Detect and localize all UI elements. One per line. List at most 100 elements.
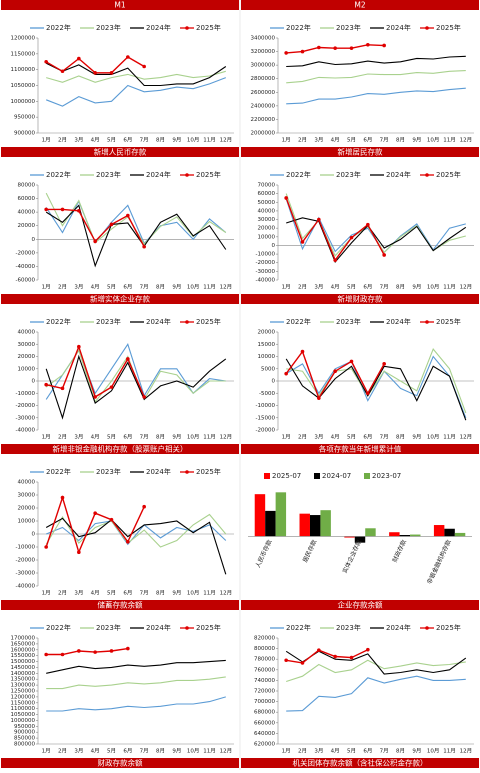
legend-marker: [425, 320, 429, 324]
series-line: [46, 696, 226, 712]
y-tick-label: 30000: [18, 493, 36, 499]
legend-label: 2024-07: [322, 472, 351, 480]
bar: [309, 515, 321, 537]
y-tick-label: 0: [32, 532, 36, 538]
legend-marker: [425, 626, 429, 630]
x-tick-label: 3月: [314, 284, 323, 291]
series-line: [286, 87, 466, 105]
x-tick-label: 1月: [42, 137, 51, 144]
x-tick-label: 5月: [347, 748, 356, 755]
series-marker: [317, 648, 321, 652]
x-tick-label: 11月: [203, 137, 216, 144]
y-tick-label: 40000: [18, 330, 36, 336]
x-tick-label: 9月: [172, 284, 181, 291]
x-tick-label: 5月: [107, 748, 116, 755]
x-tick-label: 4月: [91, 137, 100, 144]
y-tick-label: -10000: [16, 391, 36, 397]
x-tick-label: 11月: [443, 748, 456, 755]
series-marker: [284, 51, 288, 55]
series-marker: [142, 504, 146, 509]
y-tick-label: -20000: [16, 403, 36, 409]
series-marker: [126, 213, 130, 218]
series-marker: [333, 369, 337, 374]
title-bar: [241, 294, 479, 304]
x-tick-label: 11月: [203, 434, 216, 441]
title-bar: [241, 600, 479, 610]
x-tick-label: 3月: [74, 284, 83, 291]
legend-label: 2022年: [46, 467, 71, 476]
legend-label: 2025年: [196, 317, 221, 326]
y-tick-label: 10000: [18, 519, 36, 525]
x-tick-label: 7月: [140, 748, 149, 755]
series-marker: [300, 240, 305, 244]
x-tick-label: 2月: [298, 137, 307, 144]
x-tick-label: 9月: [172, 434, 181, 441]
y-tick-label: 0: [272, 379, 276, 385]
panel-title: 财政存款余额: [98, 758, 143, 768]
y-tick-label: 1000000: [11, 718, 36, 724]
y-tick-label: 40000: [18, 480, 36, 486]
legend-label: 2025年: [436, 170, 461, 179]
y-tick-label: -5000: [259, 391, 275, 397]
x-tick-label: 8月: [396, 284, 405, 291]
y-tick-label: 2400000: [251, 103, 276, 109]
series-marker: [93, 395, 97, 399]
x-tick-label: 12月: [460, 284, 473, 291]
y-tick-label: 60000: [18, 196, 36, 202]
y-tick-label: 1100000: [11, 706, 36, 712]
y-tick-label: 1150000: [11, 700, 36, 706]
series-marker: [77, 550, 81, 554]
series-line: [45, 354, 227, 420]
series-marker: [382, 362, 386, 366]
y-tick-label: 1150000: [11, 51, 36, 57]
title-bar: [1, 294, 239, 304]
legend-label: 2024年: [386, 317, 411, 326]
series-marker: [44, 59, 48, 64]
y-tick-label: 2600000: [251, 90, 276, 96]
series-marker: [366, 647, 370, 652]
x-tick-label: 非银金融机构存款: [425, 538, 453, 585]
legend-label: 2024年: [146, 23, 171, 32]
y-tick-label: 760000: [254, 667, 275, 673]
x-tick-label: 8月: [396, 748, 405, 755]
x-tick-label: 9月: [172, 748, 181, 755]
series-marker: [333, 654, 337, 659]
legend-label: 2024年: [386, 23, 411, 32]
x-tick-label: 8月: [396, 434, 405, 441]
x-tick-label: 5月: [347, 137, 356, 144]
bar: [389, 532, 400, 537]
x-tick-label: 10月: [427, 284, 440, 291]
series-line: [285, 198, 466, 254]
title-bar: [1, 444, 239, 454]
x-tick-label: 6月: [363, 284, 372, 291]
x-tick-label: 9月: [412, 137, 421, 144]
series-marker: [366, 391, 370, 396]
series-line: [286, 55, 466, 68]
x-tick-label: 1月: [42, 748, 51, 755]
y-tick-label: 30000: [258, 217, 276, 223]
y-tick-label: 640000: [254, 731, 275, 737]
y-tick-label: 1700000: [11, 636, 36, 642]
y-tick-label: 1400000: [11, 671, 36, 677]
x-tick-label: 9月: [412, 434, 421, 441]
y-tick-label: 950000: [14, 115, 35, 121]
y-tick-label: 620000: [254, 742, 275, 748]
legend-label: 2024年: [146, 467, 171, 476]
y-tick-label: 70000: [258, 183, 276, 189]
y-tick-label: 800000: [14, 742, 35, 748]
x-tick-label: 1月: [42, 284, 51, 291]
series-line: [46, 676, 226, 690]
series-marker: [93, 511, 97, 515]
bar: [433, 525, 445, 537]
y-tick-label: 1000000: [11, 99, 36, 105]
y-tick-label: 950000: [14, 724, 35, 730]
x-tick-label: 6月: [363, 434, 372, 441]
x-tick-label: 4月: [331, 137, 340, 144]
x-tick-label: 6月: [123, 284, 132, 291]
y-tick-label: 680000: [254, 710, 275, 716]
y-tick-label: 900000: [14, 730, 35, 736]
series-marker: [44, 207, 48, 212]
series-marker: [93, 650, 97, 654]
legend-label: 2024年: [386, 170, 411, 179]
x-tick-label: 11月: [443, 434, 456, 441]
